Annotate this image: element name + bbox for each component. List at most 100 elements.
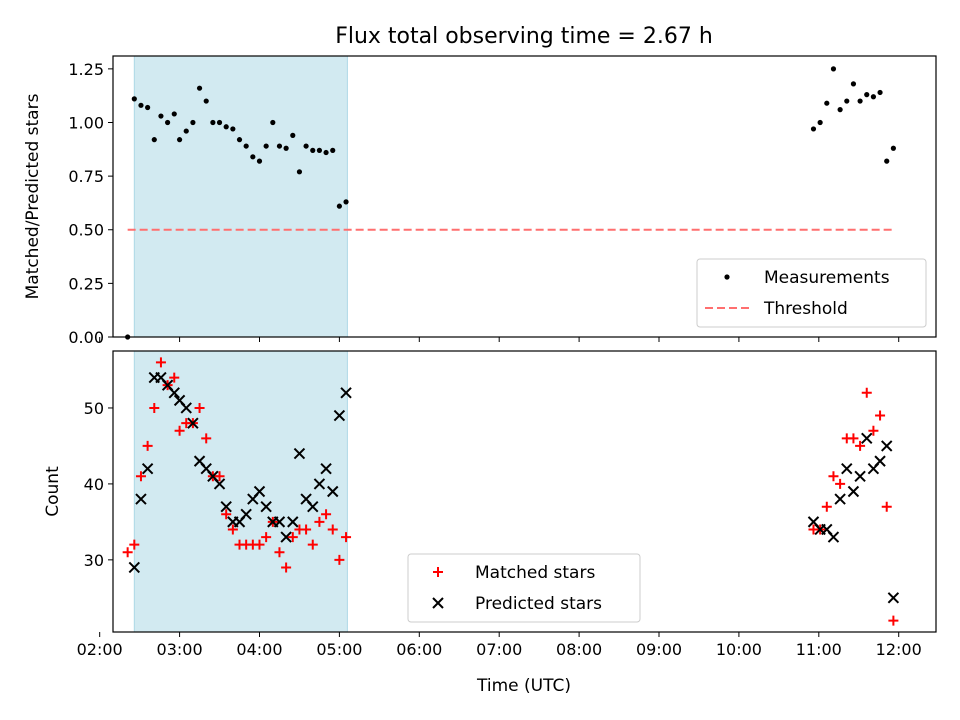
x-tick-label: 11:00 — [796, 640, 842, 659]
legend: Measurements Threshold — [696, 258, 927, 328]
data-point — [301, 524, 312, 535]
data-point — [180, 402, 192, 414]
legend-label: Predicted stars — [475, 594, 602, 614]
data-point — [303, 143, 309, 149]
y-tick-label: 1.25 — [68, 60, 104, 79]
data-point — [141, 463, 154, 475]
data-point — [290, 132, 296, 138]
data-point — [220, 500, 232, 513]
x-axis-label: Time (UTC) — [476, 676, 571, 696]
data-point — [888, 615, 899, 626]
axes-frame — [112, 350, 937, 633]
data-point — [250, 154, 256, 160]
data-point — [830, 66, 837, 72]
x-tick-label: 02:00 — [77, 640, 123, 659]
x-tick-label: 04:00 — [236, 640, 282, 659]
data-point — [227, 524, 238, 535]
data-point — [256, 158, 263, 164]
data-point — [168, 387, 180, 399]
data-point — [877, 89, 883, 96]
data-point — [287, 532, 298, 543]
data-point — [875, 410, 886, 421]
data-point — [854, 470, 866, 483]
data-point — [142, 440, 153, 451]
legend-box — [407, 553, 641, 623]
data-point — [321, 509, 332, 520]
count-panel: 02:00 03:00 04:00 05:00 06:00 07:00 08:00 09:00… — [43, 350, 937, 659]
data-point — [810, 126, 817, 132]
data-point — [138, 102, 144, 108]
data-point — [874, 455, 886, 467]
x-tick-label: 10:00 — [716, 640, 762, 659]
data-point — [861, 432, 873, 445]
data-point — [243, 143, 249, 149]
data-point — [135, 493, 147, 505]
y-tick-label: 0.25 — [68, 274, 104, 293]
data-point — [283, 145, 289, 151]
chart-title: Flux total observing time = 2.67 h — [335, 24, 713, 49]
data-point — [169, 372, 180, 383]
data-point — [320, 463, 332, 475]
data-point — [343, 199, 349, 205]
data-point — [857, 98, 863, 104]
data-point — [196, 85, 203, 91]
x-tick-label: 12:00 — [876, 640, 922, 659]
data-point — [828, 471, 839, 482]
data-point — [821, 501, 832, 512]
data-point — [824, 100, 830, 106]
x-tick-label: 09:00 — [636, 640, 682, 659]
y-tick-label: 50 — [84, 399, 104, 418]
data-point — [261, 532, 272, 543]
data-point — [171, 111, 177, 117]
legend-label: Matched stars — [475, 563, 595, 583]
data-point — [307, 500, 319, 513]
data-point — [276, 143, 283, 149]
data-point — [270, 119, 276, 126]
data-point — [254, 539, 265, 550]
data-point — [341, 532, 352, 543]
data-point — [151, 137, 157, 143]
data-point — [887, 592, 900, 604]
data-point — [274, 547, 285, 558]
data-point — [260, 500, 272, 513]
data-point — [236, 137, 243, 143]
data-point — [310, 147, 316, 153]
y-tick-label: 40 — [84, 475, 104, 494]
data-point — [841, 463, 853, 475]
data-point — [135, 471, 146, 482]
y-tick-label: 30 — [84, 551, 104, 570]
data-point — [870, 94, 877, 100]
data-point — [203, 98, 209, 104]
data-point — [174, 425, 185, 436]
data-point — [190, 119, 196, 126]
data-point — [214, 471, 225, 482]
data-point — [864, 92, 870, 98]
data-point — [213, 478, 226, 490]
data-point — [293, 447, 306, 460]
legend-label: Threshold — [763, 299, 848, 319]
ratio-panel: 0.00 0.25 0.50 0.75 1.00 1.25 Matched/Predicte… — [23, 55, 937, 347]
data-point — [122, 547, 133, 558]
data-point — [158, 113, 164, 119]
data-point — [861, 387, 872, 398]
data-point — [230, 126, 236, 132]
observing-window-shade — [133, 350, 348, 633]
data-point — [827, 531, 840, 543]
x-tick-label: 07:00 — [476, 640, 522, 659]
x-tick-label: 08:00 — [556, 640, 602, 659]
data-point — [263, 143, 269, 149]
data-point — [868, 425, 879, 436]
data-point — [176, 137, 183, 143]
data-point — [155, 357, 166, 368]
data-point — [881, 501, 892, 512]
data-point — [149, 402, 160, 413]
data-point — [817, 119, 823, 126]
series-predicted-stars — [128, 371, 900, 604]
data-point — [131, 96, 137, 102]
data-point — [850, 81, 857, 87]
y-axis-label: Matched/Predicted stars — [23, 93, 43, 299]
data-point — [316, 147, 323, 153]
data-point — [240, 508, 252, 520]
x-tick-label: 03:00 — [157, 640, 203, 659]
